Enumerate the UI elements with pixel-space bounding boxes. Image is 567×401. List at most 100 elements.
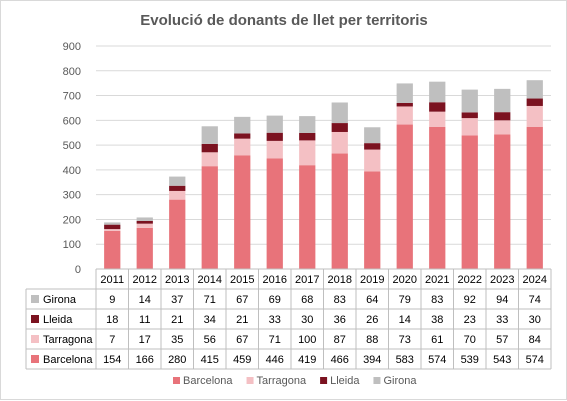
data-label: 68 — [301, 294, 313, 306]
data-label: 21 — [236, 314, 248, 326]
bar-lleida-2021 — [429, 102, 446, 112]
bar-lleida-2024 — [526, 98, 543, 106]
bar-girona-2020 — [396, 83, 413, 103]
bar-tarragona-2012 — [136, 223, 153, 228]
y-tick-label: 400 — [63, 165, 81, 177]
bar-barcelona-2018 — [331, 153, 348, 269]
x-tick-label: 2020 — [393, 274, 417, 286]
bar-lleida-2020 — [396, 102, 413, 107]
y-tick-label: 100 — [63, 239, 81, 251]
x-tick-label: 2015 — [230, 274, 254, 286]
x-tick-label: 2016 — [263, 274, 287, 286]
table-series-name: Barcelona — [43, 354, 93, 366]
data-label: 574 — [428, 354, 446, 366]
data-label: 34 — [204, 314, 216, 326]
bar-lleida-2023 — [494, 112, 511, 121]
y-tick-label: 600 — [63, 115, 81, 127]
x-tick-label: 2011 — [100, 274, 124, 286]
y-tick-label: 800 — [63, 66, 81, 78]
bar-barcelona-2012 — [136, 227, 153, 269]
legend: Barcelona Tarragona Lleida Girona — [173, 375, 417, 387]
legend-entry-barcelona: Barcelona — [183, 375, 233, 387]
data-label: 33 — [496, 314, 508, 326]
chart-title: Evolució de donants de llet per territor… — [140, 12, 428, 29]
table-series-name: Girona — [43, 294, 77, 306]
bar-girona-2019 — [364, 127, 381, 144]
bar-barcelona-2019 — [364, 171, 381, 269]
data-label: 543 — [493, 354, 511, 366]
data-label: 30 — [529, 314, 541, 326]
data-label: 94 — [496, 294, 508, 306]
data-label: 38 — [431, 314, 443, 326]
bar-girona-2017 — [299, 116, 316, 133]
data-label: 36 — [334, 314, 346, 326]
data-label: 71 — [269, 334, 281, 346]
x-tick-label: 2021 — [425, 274, 449, 286]
bar-tarragona-2016 — [266, 140, 283, 159]
bar-lleida-2012 — [136, 220, 153, 224]
data-label: 166 — [136, 354, 154, 366]
y-tick-label: 700 — [63, 91, 81, 103]
data-label: 83 — [334, 294, 346, 306]
data-label: 11 — [139, 314, 150, 326]
data-label: 67 — [236, 334, 248, 346]
bar-barcelona-2015 — [234, 155, 251, 269]
bar-girona-2013 — [169, 176, 186, 186]
data-label: 583 — [396, 354, 414, 366]
x-tick-label: 2023 — [490, 274, 514, 286]
legend-entry-tarragona: Tarragona — [257, 375, 307, 387]
bar-lleida-2022 — [461, 112, 478, 119]
data-label: 14 — [139, 294, 151, 306]
legend-entry-lleida: Lleida — [330, 375, 360, 387]
bar-tarragona-2014 — [201, 152, 218, 167]
legend-entry-girona: Girona — [383, 375, 417, 387]
data-label: 280 — [168, 354, 186, 366]
bar-barcelona-2024 — [526, 126, 543, 269]
bar-lleida-2015 — [234, 133, 251, 139]
bar-barcelona-2022 — [461, 135, 478, 269]
data-label: 466 — [331, 354, 349, 366]
bar-barcelona-2020 — [396, 124, 413, 269]
data-label: 394 — [363, 354, 381, 366]
data-label: 70 — [464, 334, 476, 346]
bar-tarragona-2023 — [494, 120, 511, 135]
data-label: 67 — [236, 294, 248, 306]
bar-girona-2015 — [234, 116, 251, 134]
data-label: 57 — [496, 334, 508, 346]
bar-girona-2022 — [461, 89, 478, 113]
bar-barcelona-2014 — [201, 166, 218, 269]
data-label: 419 — [298, 354, 316, 366]
data-label: 459 — [233, 354, 251, 366]
bar-girona-2016 — [266, 115, 283, 133]
table-legend-key — [31, 315, 39, 323]
bar-tarragona-2019 — [364, 149, 381, 172]
data-table: 2011 2012 2013 2014 2015 2016 2017 2018 2019 2020… — [25, 268, 552, 370]
data-label: 415 — [201, 354, 219, 366]
legend-key-tarragona — [246, 377, 254, 384]
bar-lleida-2013 — [169, 185, 186, 191]
x-tick-label: 2024 — [523, 274, 547, 286]
bar-lleida-2014 — [201, 143, 218, 153]
data-label: 26 — [366, 314, 378, 326]
data-label: 18 — [106, 314, 118, 326]
x-tick-label: 2017 — [295, 274, 319, 286]
data-label: 88 — [366, 334, 378, 346]
data-label: 79 — [399, 294, 411, 306]
bar-girona-2014 — [201, 126, 218, 144]
gridlines — [96, 45, 551, 245]
x-tick-label: 2014 — [198, 274, 222, 286]
data-label: 574 — [526, 354, 544, 366]
bar-barcelona-2017 — [299, 165, 316, 269]
bar-barcelona-2023 — [494, 134, 511, 269]
data-label: 14 — [399, 314, 411, 326]
y-tick-label: 300 — [63, 190, 81, 202]
legend-key-barcelona — [173, 377, 180, 384]
data-label: 539 — [461, 354, 479, 366]
y-tick-label: 500 — [63, 140, 81, 152]
bar-barcelona-2016 — [266, 158, 283, 269]
x-tick-label: 2022 — [458, 274, 482, 286]
data-label: 92 — [464, 294, 476, 306]
bar-tarragona-2024 — [526, 105, 543, 127]
data-label: 87 — [334, 334, 346, 346]
